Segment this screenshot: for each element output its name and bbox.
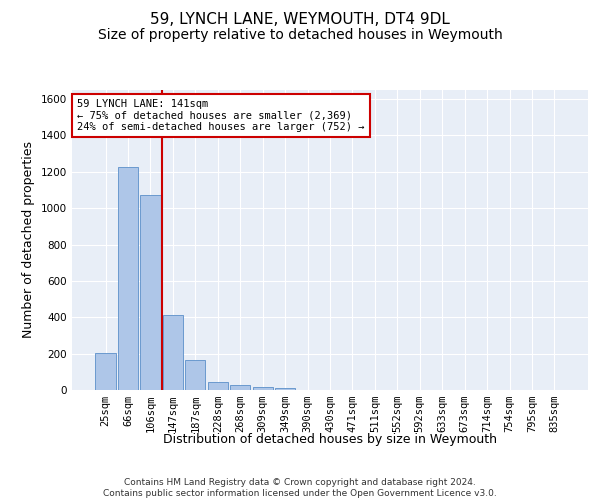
Text: Size of property relative to detached houses in Weymouth: Size of property relative to detached ho… xyxy=(98,28,502,42)
Bar xyxy=(208,382,228,390)
Bar xyxy=(253,386,273,390)
Bar xyxy=(275,388,295,390)
Bar xyxy=(140,194,161,390)
Bar xyxy=(163,316,183,390)
Bar xyxy=(185,360,205,390)
Bar xyxy=(230,385,250,390)
Bar xyxy=(118,168,138,390)
Text: 59 LYNCH LANE: 141sqm
← 75% of detached houses are smaller (2,369)
24% of semi-d: 59 LYNCH LANE: 141sqm ← 75% of detached … xyxy=(77,99,365,132)
Y-axis label: Number of detached properties: Number of detached properties xyxy=(22,142,35,338)
Text: Distribution of detached houses by size in Weymouth: Distribution of detached houses by size … xyxy=(163,432,497,446)
Text: Contains HM Land Registry data © Crown copyright and database right 2024.
Contai: Contains HM Land Registry data © Crown c… xyxy=(103,478,497,498)
Bar xyxy=(95,352,116,390)
Text: 59, LYNCH LANE, WEYMOUTH, DT4 9DL: 59, LYNCH LANE, WEYMOUTH, DT4 9DL xyxy=(150,12,450,28)
